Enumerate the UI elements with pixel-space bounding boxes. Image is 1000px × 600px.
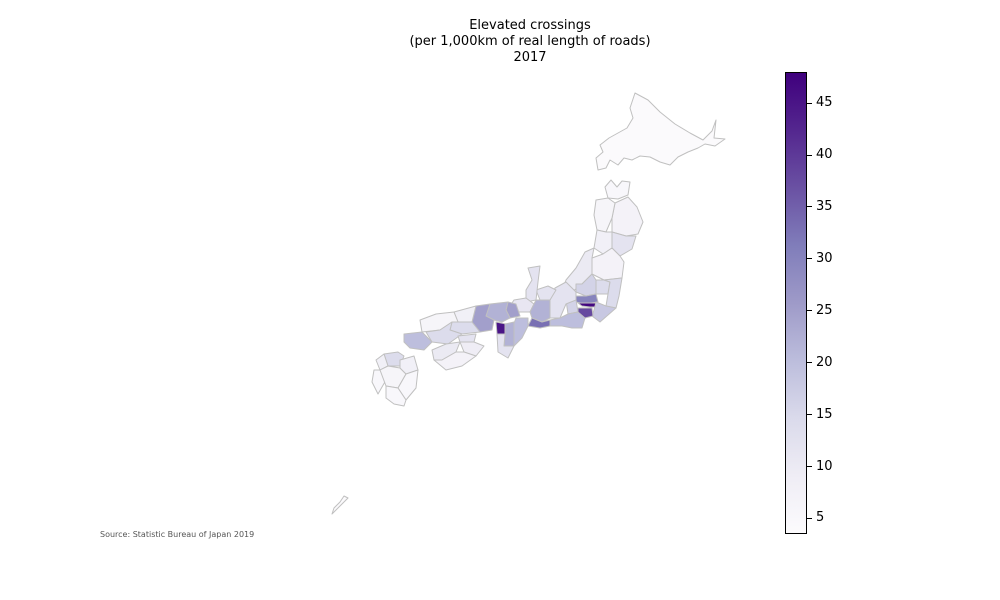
colorbar-tick: 5 bbox=[807, 511, 824, 525]
region-chiba bbox=[591, 301, 617, 323]
region-ishikawa bbox=[525, 265, 541, 303]
tick-mark bbox=[807, 206, 812, 208]
tick-mark bbox=[807, 310, 812, 312]
colorbar-tick: 10 bbox=[807, 458, 833, 474]
colorbar-tick: 45 bbox=[807, 96, 833, 110]
tick-label: 20 bbox=[816, 354, 833, 370]
region-iwate bbox=[611, 196, 644, 237]
colorbar-tick: 20 bbox=[807, 354, 833, 370]
title-line-2: (per 1,000km of real length of roads) bbox=[409, 34, 651, 49]
region-yamaguchi bbox=[403, 331, 433, 351]
tick-mark bbox=[807, 362, 812, 364]
colorbar-tick: 35 bbox=[807, 198, 833, 214]
region-toyama bbox=[535, 285, 557, 301]
tick-label: 30 bbox=[816, 250, 833, 266]
title-line-1: Elevated crossings bbox=[469, 18, 591, 33]
region-tokyo bbox=[577, 302, 599, 308]
tick-label: 5 bbox=[816, 510, 825, 526]
colorbar-tick: 25 bbox=[807, 302, 833, 318]
region-miyazaki bbox=[397, 369, 419, 401]
region-akita bbox=[593, 197, 616, 233]
source-note: Source: Statistic Bureau of Japan 2019 bbox=[100, 530, 255, 539]
tick-label: 25 bbox=[816, 302, 833, 318]
tick-label: 45 bbox=[816, 95, 833, 111]
tick-label: 35 bbox=[816, 198, 833, 214]
region-kagawa bbox=[457, 333, 477, 343]
region-wakayama bbox=[496, 333, 515, 359]
tick-mark bbox=[807, 258, 812, 260]
colorbar bbox=[785, 72, 807, 534]
region-aomori bbox=[604, 179, 631, 200]
region-fukushima bbox=[591, 247, 625, 281]
region-hokkaido bbox=[595, 92, 726, 171]
region-gunma bbox=[575, 273, 597, 297]
tick-mark bbox=[807, 517, 812, 519]
region-hiroshima bbox=[425, 321, 463, 345]
tick-mark bbox=[807, 102, 812, 104]
region-kochi bbox=[433, 351, 477, 371]
tick-mark bbox=[807, 414, 812, 416]
region-okinawa bbox=[331, 495, 349, 515]
colorbar-tick: 30 bbox=[807, 250, 833, 266]
tick-mark bbox=[807, 466, 812, 468]
tick-mark bbox=[807, 154, 812, 156]
colorbar-tick: 15 bbox=[807, 406, 833, 422]
colorbar-tick: 40 bbox=[807, 148, 833, 162]
tick-label: 40 bbox=[816, 147, 833, 163]
region-kagoshima bbox=[385, 385, 407, 407]
title-line-3: 2017 bbox=[513, 50, 547, 65]
map-title: Elevated crossings (per 1,000km of real … bbox=[280, 18, 780, 66]
tick-label: 10 bbox=[816, 458, 833, 474]
tick-label: 15 bbox=[816, 406, 833, 422]
